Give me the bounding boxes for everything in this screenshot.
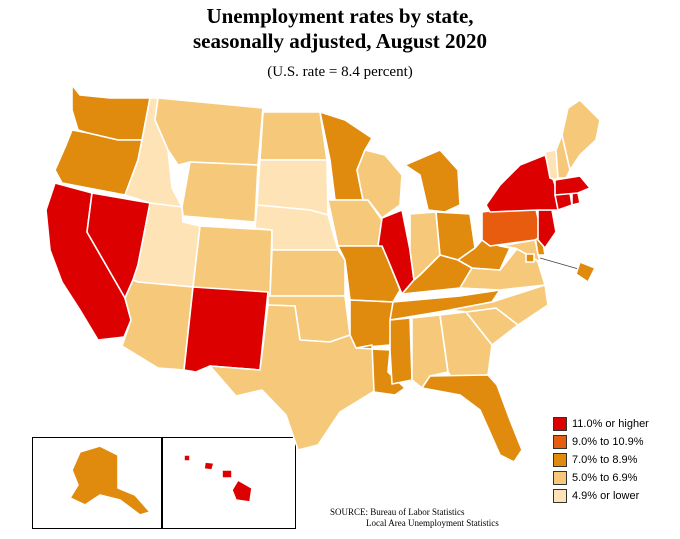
state-arkansas[interactable]	[349, 299, 394, 349]
state-maine[interactable]	[561, 99, 601, 171]
map-title-line1: Unemployment rates by state,	[206, 4, 474, 28]
state-dc-callout[interactable]	[575, 261, 596, 283]
legend-item-11-plus: 11.0% or higher	[553, 415, 649, 433]
state-new-hampshire[interactable]	[555, 134, 571, 179]
legend-label: 7.0% to 8.9%	[572, 454, 638, 466]
state-mississippi[interactable]	[389, 317, 413, 385]
state-north-carolina[interactable]	[449, 284, 549, 326]
legend-swatch	[553, 435, 567, 449]
source-line2: Local Area Unemployment Statistics	[366, 518, 499, 528]
map-legend: 11.0% or higher 9.0% to 10.9% 7.0% to 8.…	[553, 415, 649, 505]
state-north-dakota[interactable]	[259, 111, 328, 161]
map-subtitle: (U.S. rate = 8.4 percent)	[267, 64, 413, 80]
legend-label: 11.0% or higher	[572, 418, 649, 430]
hawaii-inset	[162, 437, 296, 529]
legend-swatch	[553, 489, 567, 503]
state-new-jersey[interactable]	[537, 209, 557, 249]
state-alaska[interactable]	[69, 445, 151, 516]
legend-item-5-to-6-9: 5.0% to 6.9%	[553, 469, 649, 487]
legend-swatch	[553, 417, 567, 431]
legend-swatch	[553, 453, 567, 467]
source-note: SOURCE: Bureau of Labor Statistics Local…	[330, 507, 499, 529]
legend-swatch	[553, 471, 567, 485]
state-new-mexico[interactable]	[183, 286, 269, 373]
state-district-of-columbia[interactable]	[525, 253, 535, 263]
state-arizona[interactable]	[121, 279, 194, 371]
state-vermont[interactable]	[544, 149, 559, 181]
legend-item-7-to-8-9: 7.0% to 8.9%	[553, 451, 649, 469]
state-montana[interactable]	[154, 97, 264, 166]
state-hawaii-kauai[interactable]	[183, 454, 191, 462]
map-title-line2: seasonally adjusted, August 2020	[192, 29, 488, 53]
legend-item-4-9-or-lower: 4.9% or lower	[553, 487, 649, 505]
source-line1: SOURCE: Bureau of Labor Statistics	[330, 507, 465, 517]
legend-label: 9.0% to 10.9%	[572, 436, 644, 448]
legend-label: 5.0% to 6.9%	[572, 472, 638, 484]
state-massachusetts[interactable]	[554, 175, 591, 196]
state-michigan[interactable]	[404, 149, 461, 213]
state-hawaii-oahu[interactable]	[203, 461, 215, 471]
state-florida[interactable]	[421, 374, 523, 463]
state-wyoming[interactable]	[181, 161, 259, 223]
state-hawaii-maui[interactable]	[221, 469, 233, 479]
legend-item-9-to-10-9: 9.0% to 10.9%	[553, 433, 649, 451]
legend-label: 4.9% or lower	[572, 490, 640, 502]
state-rhode-island[interactable]	[571, 192, 581, 206]
state-texas[interactable]	[209, 304, 377, 451]
dc-leader-line	[539, 257, 583, 271]
state-hawaii-main[interactable]	[231, 479, 253, 503]
state-kansas[interactable]	[269, 249, 346, 297]
